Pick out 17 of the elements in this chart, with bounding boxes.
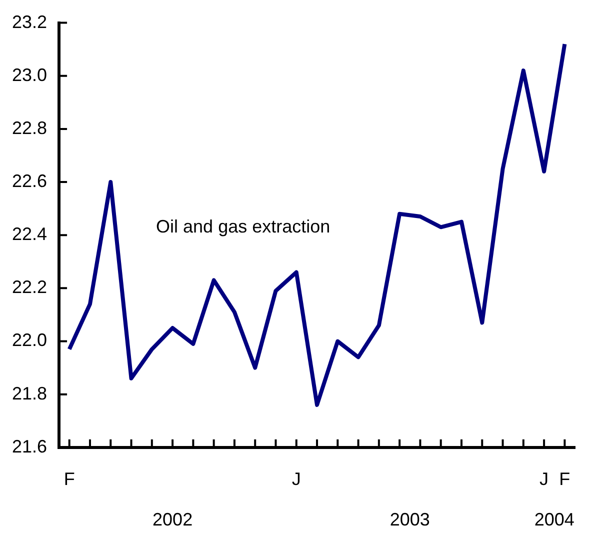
y-tick-label: 23.2 <box>12 12 48 32</box>
text: 2002 <box>152 509 193 530</box>
y-tick-label: 22.0 <box>12 330 48 350</box>
x-tick-label: J <box>292 469 301 490</box>
y-tick-label: 22.8 <box>12 118 48 138</box>
text: 2004 <box>534 509 574 530</box>
y-tick-label: 21.8 <box>12 383 48 404</box>
y-tick-label: 22.4 <box>12 224 48 244</box>
x-tick-label: J <box>540 469 549 490</box>
y-tick-label: 21.6 <box>12 436 48 456</box>
y-tick-label: 23.0 <box>12 64 48 85</box>
text: Oil and gas extraction <box>156 216 330 237</box>
x-tick-label: F <box>64 469 75 490</box>
y-tick-label: 22.2 <box>12 277 48 298</box>
x-tick-label: F <box>559 469 570 490</box>
y-tick-label: 22.6 <box>12 170 48 191</box>
text: 2003 <box>390 509 430 530</box>
